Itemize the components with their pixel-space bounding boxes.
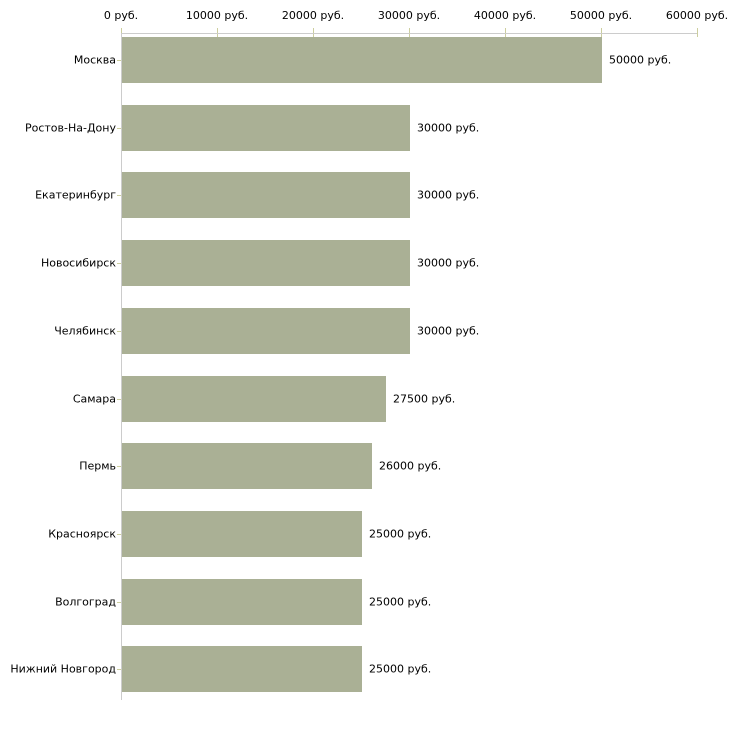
category-label: Ростов-На-Дону bbox=[24, 121, 116, 135]
value-label: 25000 руб. bbox=[369, 595, 432, 609]
category-label: Екатеринбург bbox=[35, 188, 116, 202]
y-tick-mark bbox=[117, 195, 121, 196]
value-label: 25000 руб. bbox=[369, 662, 432, 676]
y-axis-line bbox=[121, 33, 122, 700]
category-label: Нижний Новгород bbox=[10, 662, 116, 676]
bar bbox=[122, 105, 410, 151]
value-label: 50000 руб. bbox=[609, 53, 672, 67]
value-label: 30000 руб. bbox=[417, 188, 480, 202]
x-tick-label: 20000 руб. bbox=[281, 9, 345, 22]
x-tick-label: 50000 руб. bbox=[569, 9, 633, 22]
x-tick-mark bbox=[505, 28, 506, 37]
x-tick-label: 30000 руб. bbox=[377, 9, 441, 22]
y-tick-mark bbox=[117, 399, 121, 400]
x-axis-line bbox=[121, 33, 697, 34]
category-label: Челябинск bbox=[54, 324, 116, 338]
bar bbox=[122, 308, 410, 354]
bar bbox=[122, 646, 362, 692]
value-label: 30000 руб. bbox=[417, 121, 480, 135]
x-tick-mark bbox=[601, 28, 602, 37]
x-tick-label: 0 руб. bbox=[103, 9, 139, 22]
y-tick-mark bbox=[117, 602, 121, 603]
y-tick-mark bbox=[117, 128, 121, 129]
bar bbox=[122, 172, 410, 218]
y-tick-mark bbox=[117, 534, 121, 535]
bar bbox=[122, 376, 386, 422]
bar bbox=[122, 443, 372, 489]
x-tick-mark bbox=[697, 28, 698, 37]
x-tick-label: 60000 руб. bbox=[665, 9, 729, 22]
category-label: Москва bbox=[73, 53, 116, 67]
y-tick-mark bbox=[117, 466, 121, 467]
value-label: 30000 руб. bbox=[417, 324, 480, 338]
bar bbox=[122, 579, 362, 625]
bar bbox=[122, 511, 362, 557]
x-tick-mark bbox=[217, 28, 218, 37]
x-tick-label: 10000 руб. bbox=[185, 9, 249, 22]
y-tick-mark bbox=[117, 669, 121, 670]
bar bbox=[122, 37, 602, 83]
category-label: Волгоград bbox=[55, 595, 116, 609]
x-tick-mark bbox=[121, 28, 122, 37]
category-label: Пермь bbox=[79, 459, 116, 473]
x-tick-label: 40000 руб. bbox=[473, 9, 537, 22]
category-label: Самара bbox=[72, 392, 116, 405]
value-label: 25000 руб. bbox=[369, 527, 432, 541]
value-label: 26000 руб. bbox=[379, 459, 442, 473]
category-label: Красноярск bbox=[48, 527, 116, 541]
bar bbox=[122, 240, 410, 286]
value-label: 27500 руб. bbox=[393, 392, 456, 405]
y-tick-mark bbox=[117, 331, 121, 332]
y-tick-mark bbox=[117, 263, 121, 264]
category-label: Новосибирск bbox=[40, 256, 116, 270]
x-tick-mark bbox=[409, 28, 410, 37]
value-label: 30000 руб. bbox=[417, 256, 480, 270]
y-tick-mark bbox=[117, 60, 121, 61]
x-tick-mark bbox=[313, 28, 314, 37]
